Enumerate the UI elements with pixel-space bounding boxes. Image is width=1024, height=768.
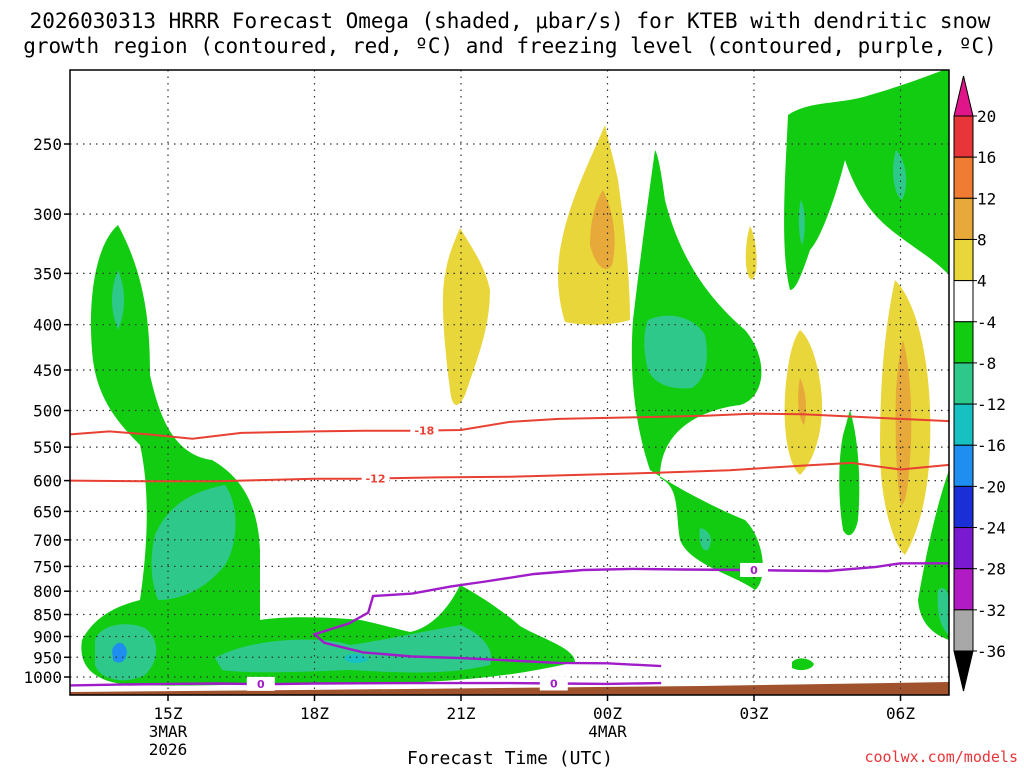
omega-region-teal [699, 528, 711, 551]
x-tick-label: 15Z [154, 704, 183, 723]
x-tick-date: 4MAR [588, 722, 627, 741]
omega-region-teal [112, 270, 124, 330]
colorbar-bin [953, 444, 974, 487]
colorbar-bin [953, 403, 974, 446]
colorbar-bin [953, 156, 974, 199]
colorbar-bin [953, 527, 974, 570]
x-tick-label: 21Z [447, 704, 476, 723]
colorbar-label: -36 [977, 642, 1006, 661]
omega-region-orange [895, 340, 912, 505]
dgz-minus18-label-bg [410, 423, 439, 438]
y-tick-label: 1000 [23, 668, 62, 687]
x-tick-label: 00Z [593, 704, 622, 723]
freezing-level-label: 0 [750, 564, 758, 577]
x-tick-label: 03Z [740, 704, 769, 723]
omega-region-green [839, 410, 860, 536]
y-tick-label: 550 [33, 438, 62, 457]
ground-surface [70, 682, 949, 695]
freezing-level-label-bg [539, 676, 568, 691]
colorbar-bin [953, 238, 974, 282]
colorbar-label: -12 [977, 395, 1006, 414]
colorbar-bin [953, 568, 974, 611]
omega-region-green [792, 658, 814, 671]
dgz-minus12-contour [70, 461, 949, 483]
y-tick-label: 850 [33, 606, 62, 625]
colorbar-top-arrow [953, 75, 974, 117]
y-tick-label: 350 [33, 264, 62, 283]
colorbar-label: 16 [977, 148, 996, 167]
contour-labels: -18 -12 0 0 0 [246, 423, 768, 691]
dgz-minus12-label: -12 [366, 473, 386, 486]
colorbar-label: 20 [977, 107, 996, 126]
dgz-minus12-label-bg [361, 471, 390, 486]
x-tick-year: 2026 [149, 740, 188, 759]
x-tick-label: 18Z [300, 704, 329, 723]
y-axis: 250 300 350 400 450 500 550 600 650 700 750 800 850 9… [23, 135, 70, 687]
y-tick-label: 400 [33, 316, 62, 335]
colorbar-label: -32 [977, 601, 1006, 620]
colorbar-bin [953, 197, 974, 240]
omega-region-teal [798, 200, 805, 245]
x-axis-label: Forecast Time (UTC) [407, 748, 613, 768]
colorbar-bin [953, 280, 974, 323]
omega-region-orange [590, 190, 615, 269]
freezing-level-label: 0 [257, 678, 265, 691]
colorbar-bin [953, 321, 974, 364]
omega-region-blue [345, 653, 368, 663]
freezing-level-label-bg [740, 562, 768, 577]
omega-region-teal [937, 588, 949, 635]
omega-region-green [784, 70, 949, 290]
freezing-level-contour [312, 562, 949, 668]
colorbar-label: -24 [977, 519, 1006, 538]
colorbar-bin [953, 362, 974, 405]
y-tick-label: 250 [33, 135, 62, 154]
credit-text: coolwx.com/models [864, 748, 1018, 766]
dgz-minus18-label: -18 [414, 425, 434, 438]
colorbar-label: -4 [977, 313, 996, 332]
y-tick-label: 800 [33, 582, 62, 601]
colorbar-label: 12 [977, 189, 996, 208]
grid-lines [70, 70, 949, 695]
y-tick-label: 700 [33, 531, 62, 550]
y-tick-label: 650 [33, 502, 62, 521]
y-tick-label: 300 [33, 205, 62, 224]
colorbar-label: -8 [977, 354, 996, 373]
omega-shading [70, 70, 949, 695]
colorbar-label: 8 [977, 230, 987, 249]
freezing-level-surface-contour [70, 681, 662, 687]
contour-lines [70, 412, 949, 687]
y-tick-label: 750 [33, 557, 62, 576]
omega-region-yellow [442, 228, 490, 406]
title-line-1: 2026030313 HRRR Forecast Omega (shaded, … [30, 9, 991, 33]
y-tick-label: 500 [33, 402, 62, 421]
colorbar-bottom-arrow [953, 650, 974, 692]
x-tick-label: 06Z [886, 704, 915, 723]
y-tick-label: 900 [33, 627, 62, 646]
colorbar-label: 4 [977, 272, 987, 291]
dgz-minus18-contour [70, 412, 949, 440]
omega-region-orange [798, 378, 807, 425]
colorbar-bin [953, 485, 974, 529]
y-tick-label: 450 [33, 361, 62, 380]
colorbar: 20 16 12 8 4 -4 -8 -12 -16 -20 -24 -28 -32 -36 [953, 75, 1006, 692]
colorbar-label: -28 [977, 560, 1006, 579]
colorbar-bin [953, 115, 974, 158]
omega-region-teal [644, 315, 707, 389]
y-tick-label: 950 [33, 648, 62, 667]
colorbar-bin [953, 609, 974, 652]
x-tick-date: 3MAR [149, 722, 188, 741]
title-line-2: growth region (contoured, red, ºC) and f… [23, 34, 997, 58]
freezing-level-label-bg [246, 676, 275, 691]
colorbar-label: -20 [977, 477, 1006, 496]
y-tick-label: 600 [33, 472, 62, 491]
colorbar-label: -16 [977, 436, 1006, 455]
omega-region-teal [893, 150, 907, 200]
plot-frame [69, 69, 950, 696]
freezing-level-label: 0 [550, 677, 558, 690]
omega-region-teal [151, 485, 236, 600]
